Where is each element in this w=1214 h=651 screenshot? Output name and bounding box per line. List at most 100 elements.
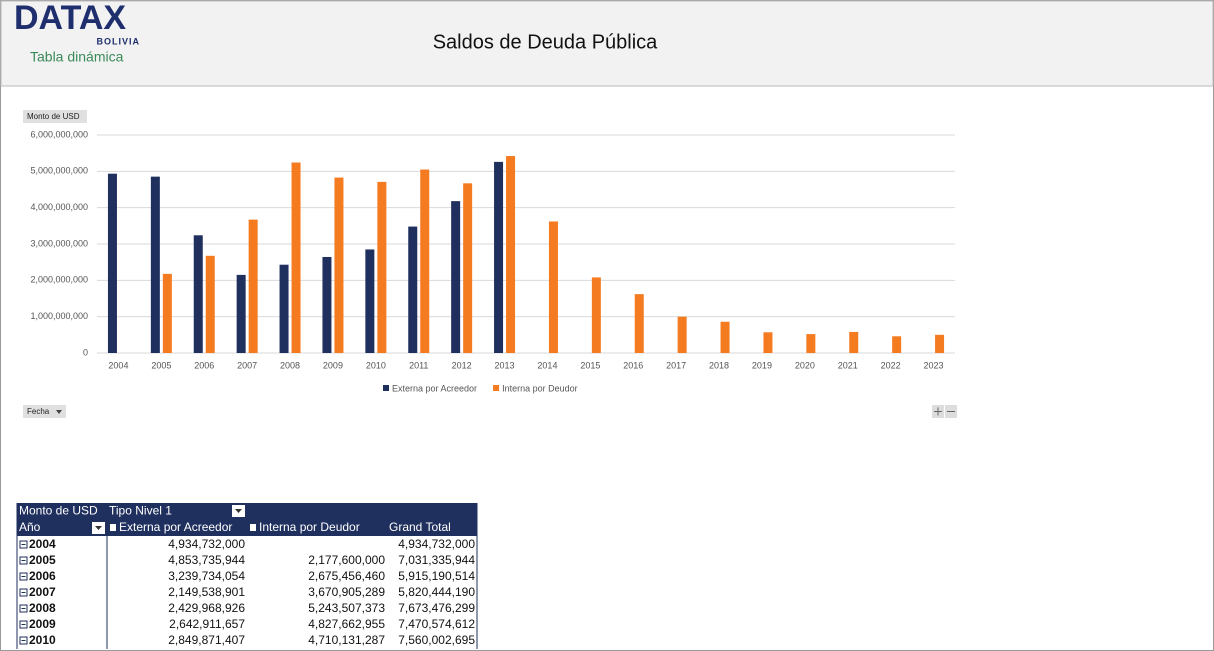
bar [377, 181, 387, 353]
table-cell: 5,820,444,190 [398, 585, 475, 599]
table-cell: 7,470,574,612 [398, 617, 475, 631]
x-tick-label: 2018 [709, 360, 729, 370]
row-label: 2009 [29, 617, 56, 631]
x-tick-label: 2023 [924, 360, 944, 370]
table-cell: 7,560,002,695 [398, 633, 475, 647]
table-cell: 3,239,734,054 [168, 569, 245, 583]
row-toggle[interactable] [19, 636, 28, 645]
bar [763, 332, 773, 353]
y-tick-label: 2,000,000,000 [30, 275, 88, 285]
bar [291, 162, 301, 353]
bar [162, 273, 172, 353]
bar [463, 183, 473, 353]
row-toggle[interactable] [19, 588, 28, 597]
y-tick-label: 4,000,000,000 [30, 202, 88, 212]
table-cell: 2,429,968,926 [168, 601, 245, 615]
bar [892, 336, 902, 353]
table-header: Año [19, 520, 41, 534]
dropdown-icon[interactable] [56, 410, 62, 414]
table-cell: 2,675,456,460 [308, 569, 385, 583]
row-label: 2006 [29, 569, 56, 583]
bar [806, 334, 816, 353]
axis-field-label[interactable]: Fecha [27, 407, 50, 416]
table-header: Monto de USD [19, 504, 98, 518]
bar [365, 249, 375, 353]
table-cell: 2,849,871,407 [168, 633, 245, 647]
logo-sub: BOLIVIA [96, 36, 140, 46]
x-tick-label: 2005 [151, 360, 171, 370]
x-tick-label: 2004 [108, 360, 128, 370]
table-cell: 4,827,662,955 [308, 617, 385, 631]
x-tick-label: 2013 [495, 360, 515, 370]
table-cell: 2,642,911,657 [169, 617, 245, 631]
legend-label: Externa por Acreedor [392, 383, 477, 393]
x-tick-label: 2022 [881, 360, 901, 370]
x-tick-label: 2009 [323, 360, 343, 370]
bar [634, 294, 644, 353]
logo: DATAX [14, 0, 126, 37]
bar [494, 161, 504, 353]
bar [408, 226, 418, 353]
x-tick-label: 2017 [666, 360, 686, 370]
header-band [0, 0, 1214, 87]
row-toggle[interactable] [19, 604, 28, 613]
bar [420, 169, 430, 353]
row-toggle[interactable] [19, 572, 28, 581]
bar [279, 264, 289, 353]
bar [205, 255, 215, 353]
table-header: Grand Total [389, 520, 451, 534]
legend-swatch [493, 385, 500, 391]
x-tick-label: 2010 [366, 360, 386, 370]
table-cell: 2,177,600,000 [308, 553, 385, 567]
row-toggle[interactable] [19, 540, 28, 549]
expand-collapse-icons[interactable] [934, 407, 955, 416]
field-button-label[interactable]: Monto de USD [27, 112, 80, 121]
table-cell: 4,934,732,000 [398, 537, 475, 551]
legend-swatch [383, 385, 389, 391]
table-cell: 7,031,335,944 [398, 553, 475, 567]
sort-icon [110, 524, 116, 531]
field-button[interactable] [23, 110, 87, 123]
y-tick-label: 1,000,000,000 [30, 311, 88, 321]
bar [150, 176, 160, 353]
bar [334, 177, 344, 353]
table-header: Interna por Deudor [259, 520, 360, 534]
x-tick-label: 2011 [409, 360, 428, 370]
x-tick-label: 2006 [194, 360, 214, 370]
bar [451, 201, 461, 353]
sort-icon [250, 524, 256, 531]
table-cell: 4,710,131,287 [308, 633, 385, 647]
table-cell: 3,670,905,289 [308, 585, 385, 599]
x-tick-label: 2008 [280, 360, 300, 370]
table-cell: 4,853,735,944 [168, 553, 245, 567]
y-tick-label: 0 [83, 347, 88, 357]
bar [506, 156, 516, 353]
x-tick-label: 2016 [623, 360, 643, 370]
x-tick-label: 2014 [537, 360, 557, 370]
table-cell: 7,673,476,299 [398, 601, 475, 615]
y-tick-label: 5,000,000,000 [30, 166, 88, 176]
row-label: 2005 [29, 553, 56, 567]
x-tick-label: 2015 [580, 360, 600, 370]
x-tick-label: 2021 [838, 360, 858, 370]
table-cell: 5,915,190,514 [398, 569, 475, 583]
x-tick-label: 2007 [237, 360, 257, 370]
table-cell: 4,934,732,000 [168, 537, 245, 551]
legend-label: Interna por Deudor [502, 383, 578, 393]
row-label: 2008 [29, 601, 56, 615]
bar [720, 321, 730, 353]
subtitle: Tabla dinámica [30, 49, 124, 65]
row-toggle[interactable] [19, 556, 28, 565]
bar [677, 316, 687, 353]
page-title: Saldos de Deuda Pública [433, 31, 658, 53]
table-cell: 2,149,538,901 [168, 585, 245, 599]
axis-field-button[interactable] [23, 405, 66, 418]
bar [935, 334, 945, 353]
table-header: Tipo Nivel 1 [109, 504, 172, 518]
row-toggle[interactable] [19, 620, 28, 629]
bar [193, 235, 203, 353]
bar [548, 221, 558, 353]
y-tick-label: 3,000,000,000 [30, 238, 88, 248]
x-tick-label: 2012 [452, 360, 472, 370]
